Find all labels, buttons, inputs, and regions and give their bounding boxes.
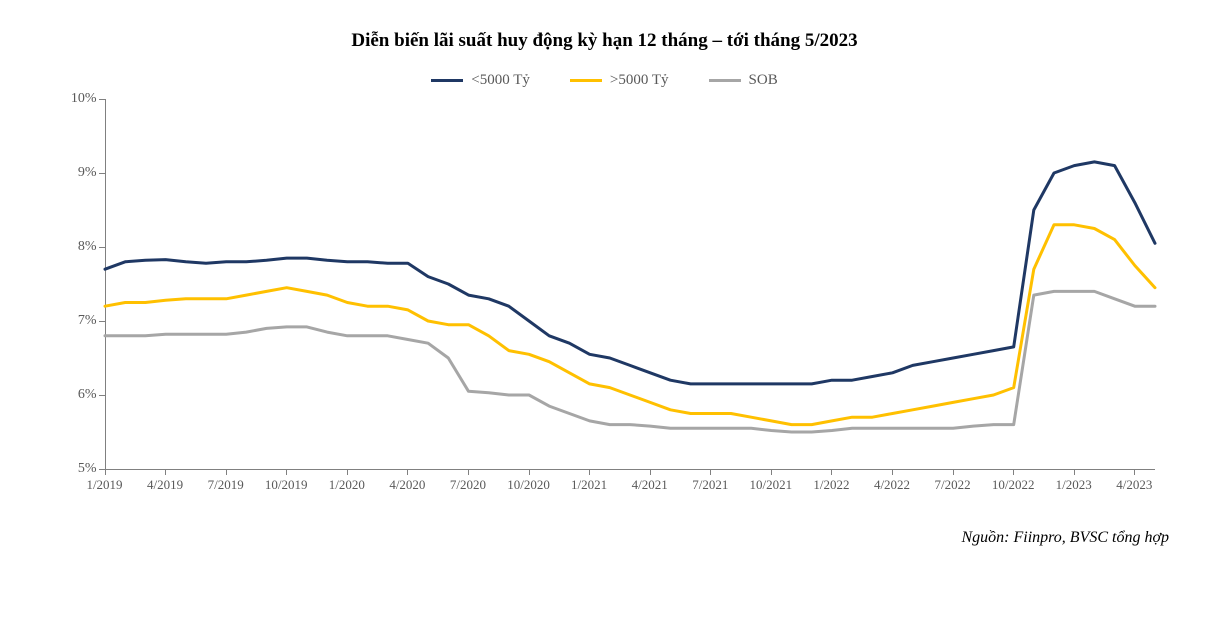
series-line — [105, 291, 1155, 432]
x-tick-mark — [953, 469, 954, 475]
x-tick-mark — [1074, 469, 1075, 475]
x-tick-label: 7/2021 — [692, 477, 728, 493]
chart-title: Diễn biến lãi suất huy động kỳ hạn 12 th… — [20, 30, 1189, 52]
source-note: Nguồn: Fiinpro, BVSC tổng hợp — [20, 529, 1189, 547]
x-tick-label: 4/2022 — [874, 477, 910, 493]
y-tick-label: 7% — [78, 313, 97, 329]
x-tick-label: 1/2022 — [813, 477, 849, 493]
x-tick-label: 7/2019 — [208, 477, 244, 493]
x-tick-mark — [226, 469, 227, 475]
x-tick-mark — [468, 469, 469, 475]
x-tick-mark — [347, 469, 348, 475]
x-tick-mark — [831, 469, 832, 475]
chart-lines — [105, 99, 1155, 469]
x-tick-label: 4/2023 — [1116, 477, 1152, 493]
x-tick-label: 1/2021 — [571, 477, 607, 493]
y-tick-label: 9% — [78, 165, 97, 181]
series-line — [105, 162, 1155, 384]
x-tick-mark — [286, 469, 287, 475]
x-tick-label: 1/2020 — [329, 477, 365, 493]
x-tick-mark — [892, 469, 893, 475]
legend-swatch — [709, 79, 741, 82]
x-tick-label: 10/2020 — [507, 477, 550, 493]
legend: <5000 Tỷ >5000 Tỷ SOB — [20, 72, 1189, 89]
x-tick-label: 7/2020 — [450, 477, 486, 493]
x-axis: 1/20194/20197/201910/20191/20204/20207/2… — [105, 469, 1155, 499]
x-tick-label: 1/2023 — [1056, 477, 1092, 493]
x-tick-mark — [529, 469, 530, 475]
legend-swatch — [570, 79, 602, 82]
y-tick-label: 6% — [78, 387, 97, 403]
x-tick-label: 10/2021 — [750, 477, 793, 493]
legend-item-lt5000: <5000 Tỷ — [431, 72, 530, 89]
x-tick-label: 7/2022 — [935, 477, 971, 493]
chart-container: Diễn biến lãi suất huy động kỳ hạn 12 th… — [20, 30, 1189, 547]
x-tick-mark — [1013, 469, 1014, 475]
series-line — [105, 225, 1155, 425]
x-tick-mark — [771, 469, 772, 475]
legend-label: <5000 Tỷ — [471, 72, 530, 89]
x-tick-label: 4/2019 — [147, 477, 183, 493]
x-tick-mark — [650, 469, 651, 475]
plot-area: 5%6%7%8%9%10% 1/20194/20197/201910/20191… — [55, 99, 1155, 499]
legend-item-gt5000: >5000 Tỷ — [570, 72, 669, 89]
x-tick-mark — [710, 469, 711, 475]
x-tick-label: 1/2019 — [86, 477, 122, 493]
legend-swatch — [431, 79, 463, 82]
legend-label: SOB — [749, 72, 778, 89]
x-tick-mark — [589, 469, 590, 475]
y-tick-label: 10% — [71, 91, 97, 107]
x-tick-label: 10/2019 — [265, 477, 308, 493]
y-axis: 5%6%7%8%9%10% — [55, 99, 105, 469]
x-tick-label: 4/2021 — [632, 477, 668, 493]
x-tick-mark — [105, 469, 106, 475]
y-tick-label: 8% — [78, 239, 97, 255]
legend-item-sob: SOB — [709, 72, 778, 89]
x-tick-mark — [407, 469, 408, 475]
y-tick-label: 5% — [78, 461, 97, 477]
x-tick-mark — [165, 469, 166, 475]
x-tick-label: 10/2022 — [992, 477, 1035, 493]
legend-label: >5000 Tỷ — [610, 72, 669, 89]
x-tick-label: 4/2020 — [389, 477, 425, 493]
x-tick-mark — [1134, 469, 1135, 475]
